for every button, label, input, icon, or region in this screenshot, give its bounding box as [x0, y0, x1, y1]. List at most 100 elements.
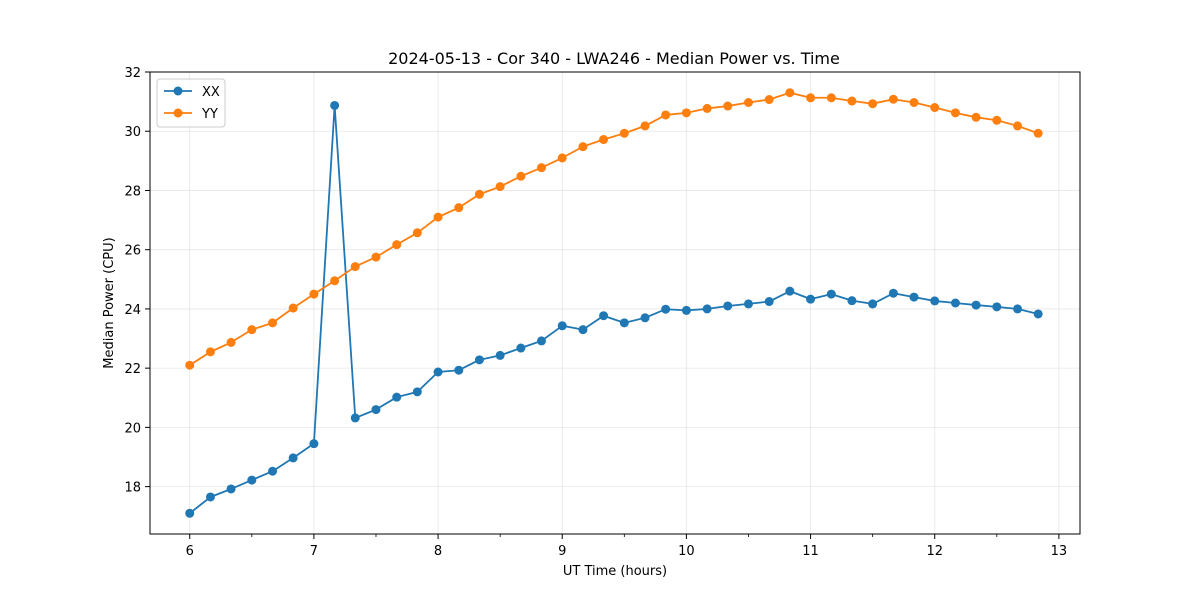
- data-point-xx: [1013, 304, 1023, 314]
- data-point-yy: [268, 318, 278, 328]
- data-point-xx: [433, 367, 443, 377]
- data-point-xx: [681, 305, 691, 315]
- data-point-yy: [495, 182, 505, 192]
- data-point-xx: [661, 304, 671, 314]
- data-point-xx: [619, 318, 629, 328]
- data-point-yy: [661, 110, 671, 120]
- y-tick-label: 30: [124, 125, 141, 140]
- data-point-yy: [599, 135, 609, 145]
- data-point-xx: [702, 304, 712, 314]
- data-point-yy: [640, 121, 650, 131]
- data-point-xx: [226, 484, 236, 494]
- y-tick-label: 24: [124, 303, 141, 318]
- x-tick-label: 13: [1051, 544, 1068, 559]
- x-tick-label: 6: [186, 544, 194, 559]
- data-point-xx: [723, 301, 733, 311]
- data-point-xx: [268, 466, 278, 476]
- x-tick-label: 9: [558, 544, 566, 559]
- data-point-xx: [495, 350, 505, 360]
- data-point-xx: [930, 296, 940, 306]
- data-point-yy: [536, 163, 546, 173]
- data-point-xx: [516, 343, 526, 353]
- data-point-yy: [971, 112, 981, 122]
- data-point-yy: [619, 128, 629, 138]
- data-point-yy: [350, 262, 360, 272]
- y-tick-label: 18: [124, 481, 141, 496]
- data-point-xx: [454, 365, 464, 375]
- data-point-yy: [185, 360, 195, 370]
- y-tick-label: 32: [124, 66, 141, 81]
- data-point-xx: [371, 405, 381, 415]
- data-point-yy: [371, 252, 381, 262]
- data-point-yy: [785, 88, 795, 98]
- x-tick-label: 8: [434, 544, 442, 559]
- data-point-xx: [888, 288, 898, 298]
- data-point-yy: [1033, 128, 1043, 138]
- data-point-yy: [247, 325, 257, 335]
- data-point-yy: [930, 103, 940, 113]
- data-point-yy: [806, 93, 816, 103]
- data-point-yy: [992, 115, 1002, 125]
- data-point-xx: [205, 492, 215, 502]
- data-point-xx: [557, 321, 567, 331]
- x-tick-label: 12: [926, 544, 943, 559]
- legend-marker-yy: [173, 108, 183, 118]
- data-point-xx: [785, 286, 795, 296]
- data-point-xx: [247, 475, 257, 485]
- data-point-yy: [578, 142, 588, 152]
- data-point-xx: [330, 100, 340, 110]
- data-point-yy: [681, 108, 691, 118]
- data-point-yy: [702, 103, 712, 113]
- data-point-yy: [950, 108, 960, 118]
- y-tick-label: 28: [124, 184, 141, 199]
- data-point-yy: [909, 98, 919, 108]
- data-point-yy: [205, 347, 215, 357]
- data-point-xx: [536, 336, 546, 346]
- data-point-yy: [868, 99, 878, 109]
- data-point-xx: [1033, 309, 1043, 319]
- legend-label-xx: XX: [202, 85, 220, 100]
- data-point-xx: [640, 313, 650, 323]
- data-point-xx: [185, 508, 195, 518]
- data-point-xx: [599, 311, 609, 321]
- series-xx: [185, 100, 1043, 518]
- data-point-xx: [992, 302, 1002, 312]
- data-point-yy: [743, 98, 753, 108]
- y-tick-label: 20: [124, 421, 141, 436]
- data-point-yy: [309, 289, 319, 299]
- data-point-yy: [474, 189, 484, 199]
- legend: XX YY: [156, 78, 226, 128]
- data-point-yy: [516, 171, 526, 181]
- data-point-xx: [806, 294, 816, 304]
- y-tick-label: 26: [124, 244, 141, 259]
- data-point-yy: [392, 240, 402, 250]
- data-point-xx: [909, 292, 919, 302]
- x-axis: 6 7 8 9 10 11 12 13: [186, 534, 1068, 559]
- data-point-xx: [474, 355, 484, 365]
- data-point-yy: [412, 228, 422, 238]
- data-point-yy: [1013, 121, 1023, 131]
- data-point-xx: [743, 299, 753, 309]
- data-point-yy: [226, 337, 236, 347]
- x-tick-label: 11: [802, 544, 819, 559]
- data-point-yy: [723, 101, 733, 111]
- data-point-xx: [288, 453, 298, 463]
- data-point-xx: [764, 297, 774, 307]
- data-point-yy: [764, 95, 774, 105]
- data-point-xx: [350, 413, 360, 423]
- data-point-xx: [578, 325, 588, 335]
- data-point-yy: [433, 212, 443, 222]
- data-point-yy: [330, 276, 340, 286]
- chart-title: 2024-05-13 - Cor 340 - LWA246 - Median P…: [388, 49, 840, 68]
- data-point-xx: [826, 289, 836, 299]
- grid-lines: [150, 71, 1080, 534]
- data-point-yy: [454, 203, 464, 213]
- legend-marker-xx: [173, 86, 183, 96]
- data-point-xx: [412, 387, 422, 397]
- y-axis-label: Median Power (CPU): [102, 237, 117, 368]
- data-point-yy: [288, 303, 298, 313]
- data-point-xx: [309, 439, 319, 449]
- data-point-yy: [826, 93, 836, 103]
- y-axis: 18 20 22 24 26 28 30 32: [124, 66, 150, 496]
- y-tick-label: 22: [124, 362, 141, 377]
